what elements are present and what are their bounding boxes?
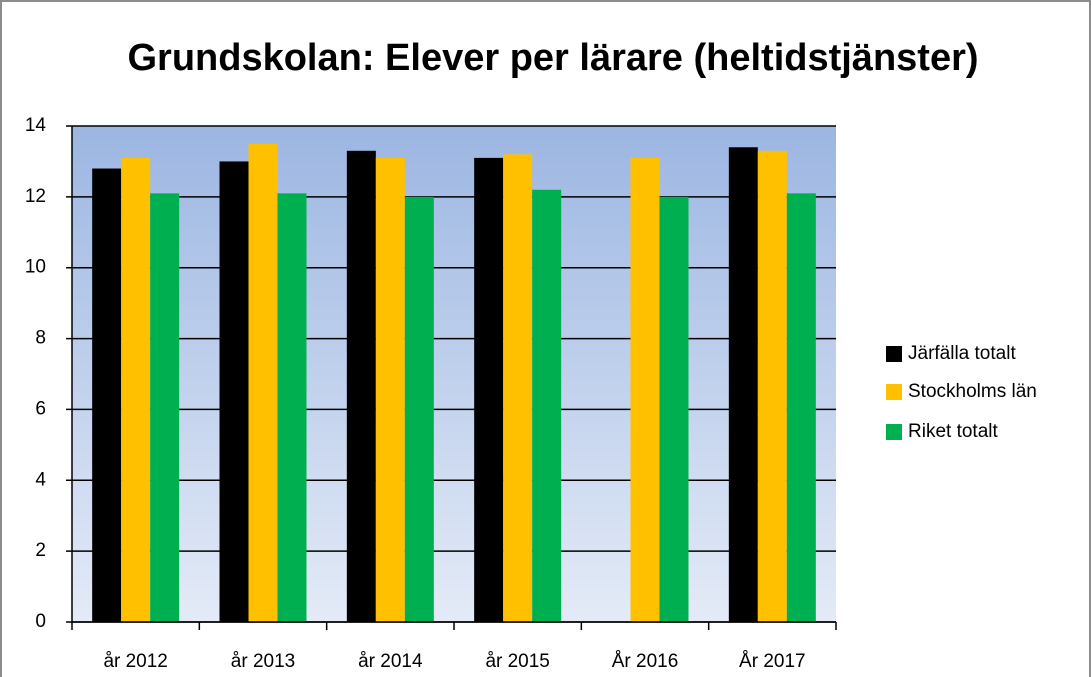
bar [630,157,660,622]
y-tick-label: 6 [35,398,46,419]
bar [404,196,434,622]
legend-label: Järfälla totalt [908,343,1016,364]
legend-swatch [886,346,902,362]
bar [219,161,249,622]
x-tick-label: år 2014 [358,651,423,672]
y-tick-label: 14 [25,115,47,136]
chart-title: Grundskolan: Elever per lärare (heltidst… [127,37,978,79]
legend-swatch [886,384,902,400]
x-tick-label: år 2012 [103,651,167,672]
x-tick-label: år 2015 [485,651,549,672]
legend-label: Riket totalt [908,421,998,442]
legend-label: Stockholms län [908,381,1037,402]
bar [346,150,376,623]
x-tick-label: År 2016 [612,651,679,672]
plot-area [72,126,836,622]
bar [757,150,787,623]
bar [150,193,180,623]
bar [277,193,307,623]
bar [728,147,758,622]
bar [92,168,122,622]
bar [121,157,151,622]
bar [375,157,405,622]
y-tick-label: 10 [25,257,46,278]
bar [474,157,504,622]
x-tick-label: År 2017 [739,651,806,672]
bar [659,196,689,622]
y-tick-label: 12 [25,186,46,207]
y-tick-label: 8 [35,328,46,349]
bar [248,143,278,622]
legend-swatch [886,424,902,440]
y-tick-label: 2 [35,540,46,561]
y-tick-label: 4 [35,469,46,490]
y-tick-label: 0 [35,611,46,632]
x-tick-label: år 2013 [231,651,295,672]
bar [503,154,533,623]
bar [532,189,562,622]
bar [786,193,816,623]
